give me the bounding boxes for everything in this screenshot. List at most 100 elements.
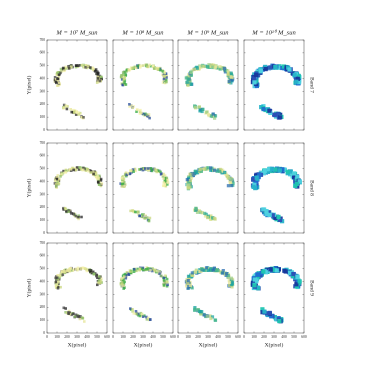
emission-pixel — [67, 169, 70, 172]
emission-pixel — [155, 170, 158, 174]
emission-pixel — [160, 172, 163, 175]
x-tick-label: 500 — [160, 335, 166, 339]
x-tick-label: 0 — [46, 335, 48, 339]
emission-pixel — [209, 217, 213, 221]
emission-pixel — [270, 213, 275, 218]
x-tick-label: 0 — [177, 335, 179, 339]
emission-pixel — [56, 174, 60, 177]
emission-pixel — [267, 167, 272, 172]
emission-pixel — [252, 80, 257, 85]
emission-pixel — [186, 83, 190, 87]
emission-pixel — [83, 320, 86, 323]
emission-pixel — [276, 111, 281, 116]
emission-pixel — [125, 68, 129, 72]
emission-pixel — [92, 272, 96, 276]
emission-pixel — [55, 73, 59, 76]
panel-frame — [112, 142, 174, 234]
x-axis-label: X(pixel) — [265, 341, 284, 348]
emission-pixel — [100, 281, 103, 284]
emission-pixel — [282, 268, 287, 273]
emission-pixel — [95, 72, 98, 76]
emission-pixel — [209, 267, 213, 271]
row-label: Band 9 — [309, 280, 315, 296]
emission-pixel — [196, 270, 201, 274]
emission-pixel — [89, 171, 93, 174]
y-tick-label: 100 — [40, 218, 46, 222]
emission-pixel — [78, 112, 82, 115]
emission-pixel — [269, 314, 274, 319]
emission-pixel — [58, 177, 61, 181]
emission-pixel — [64, 169, 68, 173]
emission-pixel — [163, 174, 167, 177]
emission-pixel — [209, 114, 213, 118]
row-label: Band 8 — [309, 180, 315, 196]
emission-pixel — [207, 63, 211, 67]
emission-pixel — [122, 275, 126, 278]
emission-pixel — [189, 82, 193, 86]
y-tick-label: 300 — [40, 292, 46, 296]
emission-pixel — [123, 272, 127, 276]
emission-pixel — [193, 270, 197, 274]
emission-pixel — [211, 65, 215, 69]
emission-pixel — [258, 273, 263, 278]
emission-pixel — [134, 210, 137, 214]
emission-pixel — [67, 210, 70, 213]
x-axis-label: X(pixel) — [199, 341, 218, 348]
emission-pixel — [145, 216, 149, 219]
x-tick-label: 400 — [150, 335, 156, 339]
emission-pixel — [207, 112, 211, 117]
emission-pixel — [57, 83, 60, 87]
panel-frame — [46, 39, 108, 131]
emission-pixel — [123, 79, 127, 82]
emission-pixel — [141, 213, 144, 216]
emission-pixel — [119, 75, 123, 79]
emission-pixel — [97, 181, 100, 184]
emission-pixel — [261, 171, 266, 176]
emission-pixel — [141, 112, 145, 116]
emission-pixel — [145, 113, 149, 116]
emission-pixel — [209, 214, 213, 218]
emission-pixel — [142, 167, 145, 171]
emission-pixel — [58, 81, 61, 85]
panel-frame — [112, 242, 174, 334]
emission-pixel — [129, 104, 133, 107]
emission-pixel — [120, 78, 124, 81]
emission-pixel — [149, 268, 152, 272]
emission-pixel — [87, 169, 90, 173]
emission-pixel — [147, 168, 150, 172]
emission-pixel — [230, 285, 234, 289]
emission-pixel — [261, 269, 266, 274]
y-tick-label: 600 — [40, 154, 46, 158]
emission-pixel — [119, 182, 122, 185]
emission-pixel — [59, 175, 62, 178]
emission-pixel — [208, 314, 212, 318]
y-tick-label: 200 — [40, 102, 46, 106]
emission-pixel — [226, 184, 230, 188]
emission-pixel — [99, 184, 103, 188]
emission-pixel — [268, 267, 273, 272]
emission-pixel — [198, 109, 202, 113]
emission-pixel — [55, 283, 58, 286]
emission-pixel — [277, 217, 283, 222]
emission-pixel — [264, 212, 269, 217]
emission-pixel — [277, 168, 282, 173]
x-tick-label: 0 — [112, 335, 114, 339]
emission-pixel — [203, 167, 207, 171]
emission-pixel — [195, 66, 199, 70]
emission-pixel — [145, 315, 148, 319]
x-tick-label: 600 — [104, 335, 110, 339]
emission-pixel — [255, 275, 260, 280]
emission-pixel — [92, 270, 95, 274]
emission-pixel — [134, 310, 138, 313]
emission-pixel — [163, 179, 167, 182]
emission-pixel — [216, 268, 220, 273]
emission-pixel — [138, 314, 142, 318]
y-tick-label: 500 — [40, 64, 46, 68]
emission-pixel — [136, 267, 139, 271]
emission-pixel — [211, 112, 215, 116]
emission-pixel — [138, 267, 141, 271]
emission-pixel — [59, 272, 63, 275]
emission-pixel — [55, 175, 59, 179]
emission-pixel — [187, 276, 191, 281]
emission-pixel — [292, 73, 297, 78]
